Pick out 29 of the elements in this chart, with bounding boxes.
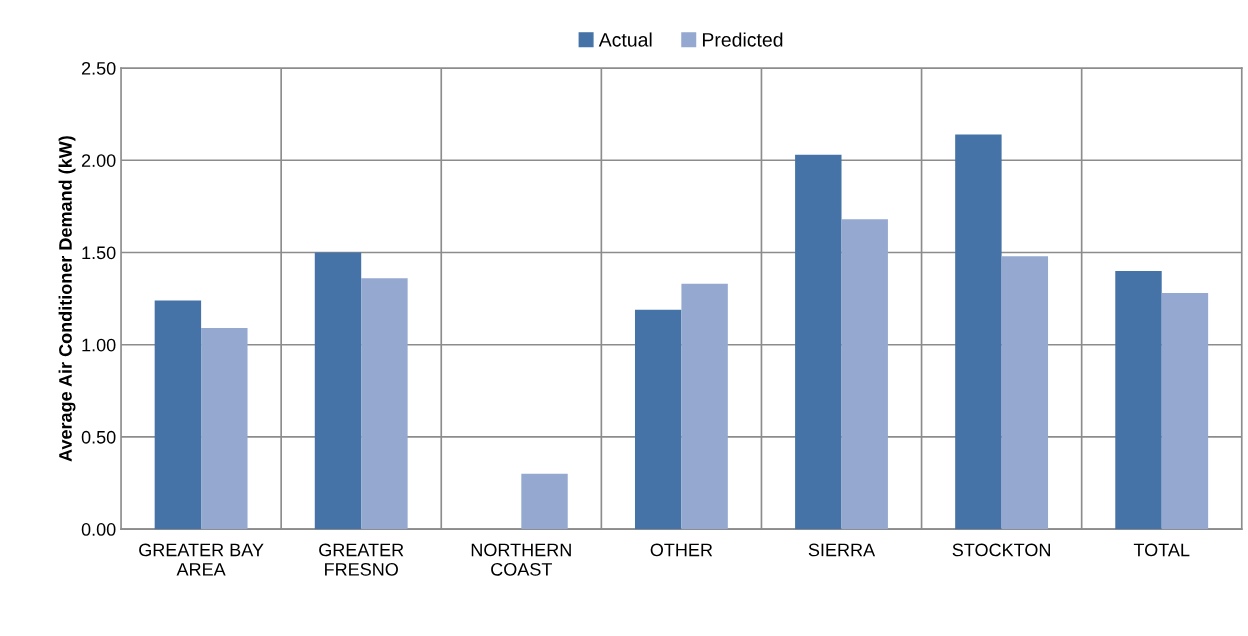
bar xyxy=(1115,270,1162,530)
bar xyxy=(154,300,202,530)
y-tick-label: 2.00 xyxy=(81,154,116,167)
bar xyxy=(955,134,1002,530)
x-tick-label: NORTHERN COAST xyxy=(471,543,571,576)
x-tick-label: SIERRA xyxy=(808,543,876,557)
bar xyxy=(634,309,682,530)
legend-label: Predicted xyxy=(702,32,783,47)
bar xyxy=(681,283,728,530)
bar xyxy=(1161,293,1209,530)
y-tick-label: 0.00 xyxy=(81,523,116,536)
bar xyxy=(361,278,408,530)
bar xyxy=(521,473,568,530)
bar xyxy=(841,219,888,530)
y-tick-label: 1.50 xyxy=(82,246,116,260)
bar xyxy=(795,154,842,530)
x-tick-label: OTHER xyxy=(650,543,713,557)
x-tick-label: GREATER BAY AREA xyxy=(139,543,264,576)
bar xyxy=(1001,256,1049,530)
x-tick-label: GREATER FRESNO xyxy=(319,543,404,576)
y-tick-label: 1.00 xyxy=(82,338,116,352)
x-tick-label: STOCKTON xyxy=(952,543,1050,557)
bar xyxy=(314,252,362,530)
y-axis-title: Average Air Conditioner Demand (kW) xyxy=(58,136,76,462)
bar xyxy=(201,328,248,530)
legend-label: Actual xyxy=(598,32,652,47)
x-tick-label: TOTAL xyxy=(1133,543,1190,557)
y-tick-label: 2.50 xyxy=(81,61,116,75)
y-tick-label: 0.50 xyxy=(81,430,116,444)
